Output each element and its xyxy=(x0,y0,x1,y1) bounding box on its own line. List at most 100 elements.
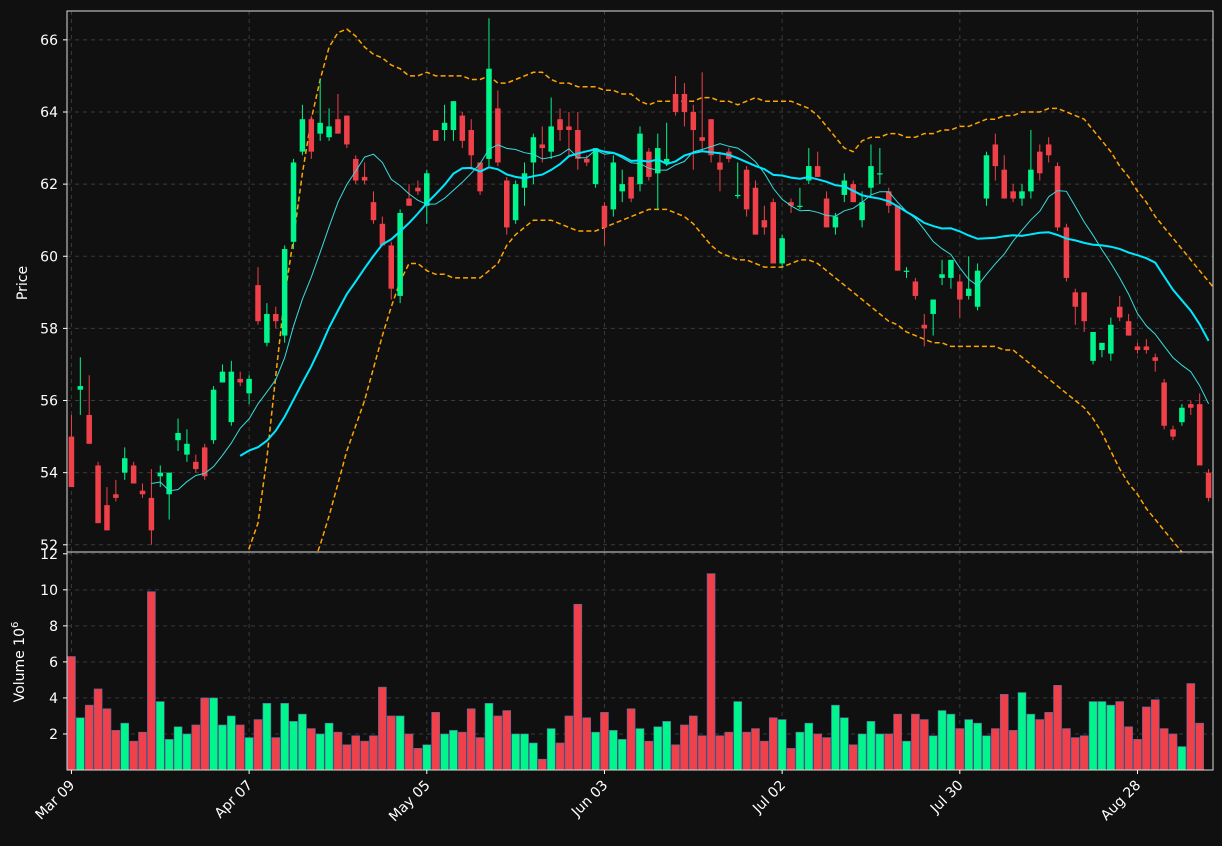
candle-body xyxy=(379,223,386,246)
candle-body xyxy=(1045,144,1052,156)
candle-body xyxy=(86,414,92,444)
candle-body xyxy=(885,191,892,206)
volume-bar xyxy=(315,733,325,771)
volume-bar xyxy=(298,713,307,771)
candle-body xyxy=(1019,191,1025,199)
volume-bar xyxy=(893,713,902,771)
volume-bar xyxy=(529,742,538,771)
candle-body xyxy=(495,108,501,163)
price-y-ticks: 52 54 56 58 60 62 64 66 xyxy=(40,33,67,554)
candle-body xyxy=(1010,191,1016,199)
volume-bar xyxy=(244,737,254,771)
volume-bar xyxy=(644,740,654,771)
volume-bar xyxy=(1097,701,1107,771)
candle-body xyxy=(317,122,323,134)
bollinger-bands xyxy=(245,28,1213,552)
volume-y-ticks: 2 4 6 8 10 12 xyxy=(40,547,67,743)
candle-body xyxy=(1116,306,1123,318)
candle-body xyxy=(663,158,670,163)
candle-body xyxy=(548,126,554,152)
candle-body xyxy=(610,162,617,210)
candle-body xyxy=(619,184,625,192)
volume-bar xyxy=(742,731,751,771)
price-axis-label: Price xyxy=(15,266,31,300)
volume-bar xyxy=(573,603,583,771)
candle-body xyxy=(797,205,803,207)
volume-bar xyxy=(777,719,787,771)
volume-bar xyxy=(982,735,991,771)
volume-bar xyxy=(422,744,432,771)
volume-axis-label: Volume 106 xyxy=(10,622,28,703)
price-tick-label: 54 xyxy=(40,466,58,482)
candle-body xyxy=(441,122,448,131)
volume-bar xyxy=(1186,683,1196,771)
candle-body xyxy=(823,198,830,228)
candle-body xyxy=(1081,292,1087,322)
volume-axis-exponent: 6 xyxy=(10,622,21,628)
candle-body xyxy=(201,447,208,477)
candle-body xyxy=(957,281,963,300)
candle-body xyxy=(752,187,759,235)
candle-body xyxy=(539,144,546,149)
price-tick-label: 62 xyxy=(40,177,58,193)
candle-body xyxy=(1108,324,1114,354)
volume-bar xyxy=(751,728,760,771)
candle-body xyxy=(690,111,697,131)
volume-bar xyxy=(386,715,396,771)
candle-body xyxy=(557,119,563,131)
volume-bar xyxy=(662,721,671,771)
volume-bar xyxy=(449,730,458,771)
candle-body xyxy=(210,389,217,441)
volume-bar xyxy=(218,724,227,771)
candle-body xyxy=(1090,331,1096,361)
volume-bar xyxy=(102,708,112,771)
volume-bar xyxy=(706,573,716,771)
volume-bar xyxy=(1044,712,1053,771)
candle-body xyxy=(459,115,466,141)
volume-tick-label: 10 xyxy=(40,583,58,599)
candle-body xyxy=(237,378,243,383)
price-tick-label: 60 xyxy=(40,249,58,265)
candle-body xyxy=(761,220,768,228)
candle-body xyxy=(1152,357,1159,361)
candle-body xyxy=(228,371,235,423)
candle-body xyxy=(1196,404,1203,466)
volume-bar xyxy=(991,728,1000,771)
volume-bar xyxy=(1026,713,1036,771)
volume-bar xyxy=(1115,701,1125,771)
volume-panel-frame xyxy=(66,551,1214,771)
volume-bar xyxy=(689,715,698,771)
volume-bar xyxy=(733,701,743,771)
candle-body xyxy=(921,324,928,329)
candle-body xyxy=(974,270,981,307)
volume-bar xyxy=(173,726,183,771)
volume-bar xyxy=(840,717,849,771)
candle-body xyxy=(566,126,572,131)
volume-bar xyxy=(768,717,778,771)
candle-body xyxy=(1179,407,1185,423)
volume-bar xyxy=(1008,730,1018,771)
volume-bar xyxy=(182,733,192,771)
candle-body xyxy=(868,166,874,188)
volume-bar xyxy=(271,737,281,771)
candle-body xyxy=(406,198,412,206)
volume-bar xyxy=(67,656,76,771)
volume-bar xyxy=(1106,704,1116,771)
candle-body xyxy=(95,465,101,524)
volume-bar xyxy=(1159,728,1169,771)
candle-body xyxy=(397,212,403,296)
volume-bar xyxy=(804,722,814,771)
candle-body xyxy=(681,93,688,112)
volume-bar xyxy=(999,694,1009,771)
volume-bar xyxy=(155,701,165,771)
price-tick-label: 56 xyxy=(40,394,58,410)
volume-bar xyxy=(822,737,831,771)
volume-bar xyxy=(1133,739,1142,771)
volume-bar xyxy=(466,708,476,771)
candle-body xyxy=(246,378,252,394)
candle-body xyxy=(628,176,634,199)
candle-body xyxy=(1161,382,1167,426)
candle-body xyxy=(939,274,945,278)
candle-body xyxy=(646,151,652,177)
candle-body xyxy=(1188,404,1194,408)
